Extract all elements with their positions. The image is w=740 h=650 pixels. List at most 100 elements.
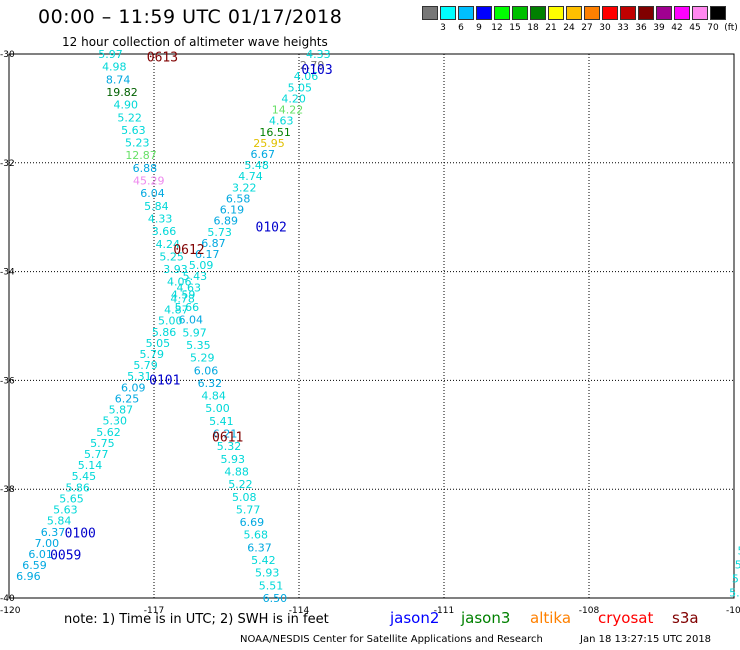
wave-height-value: 5.32 (217, 440, 242, 453)
wave-height-value: 5.79 (139, 348, 164, 361)
wave-height-value: 6.58 (226, 192, 251, 205)
wave-height-value: 5.09 (189, 259, 214, 272)
scale-swatch (584, 6, 600, 20)
pass-time-label: 0103 (301, 63, 332, 78)
scale-label: 3 (440, 23, 446, 33)
wave-height-value: 6.06 (194, 364, 219, 377)
wave-height-value: 16.51 (259, 126, 291, 139)
map-border (8, 53, 735, 599)
wave-height-value: 6.37 (41, 526, 66, 539)
wave-height-value: 5.66 (175, 301, 200, 314)
track-track2: 4.332.794.065.054.2014.224.6316.5125.956… (16, 48, 331, 583)
wave-height-value: 3.93 (163, 263, 188, 276)
wave-height-value: 5.93 (221, 453, 246, 466)
wave-height-value: 12.87 (125, 149, 157, 162)
lon-tick-label: -105 (726, 606, 740, 616)
satellite-name: s3a (672, 609, 699, 627)
wave-height-value: 4.06 (294, 70, 319, 83)
wave-height-value: 6.37 (247, 541, 272, 554)
wave-height-value: 6.96 (16, 570, 41, 583)
lat-tick-label: -40 (0, 594, 15, 604)
wave-height-value: 4.24 (156, 238, 181, 251)
wave-height-value: 5.75 (90, 437, 115, 450)
wave-height-value: 5.41 (209, 415, 234, 428)
wave-height-value: 6.32 (198, 377, 223, 390)
wave-height-value: 5.97 (182, 326, 207, 339)
satellite-name: jason3 (461, 609, 511, 627)
wave-height-value: 5.30 (102, 415, 127, 428)
wave-height-value: 5.77 (236, 503, 261, 516)
lat-tick-label: -34 (0, 268, 15, 278)
scale-label: 18 (527, 23, 539, 33)
pass-time-label: 0613 (147, 51, 178, 66)
wave-height-value: 6.17 (195, 248, 220, 261)
wave-height-value: 4.33 (148, 212, 173, 225)
wave-height-value: 5.93 (255, 567, 280, 580)
wave-height-value: 5.31 (127, 370, 152, 383)
wave-height-value: 6.87 (201, 237, 226, 250)
scale-label: 24 (563, 23, 575, 33)
wave-height-value: 5.84 (144, 200, 169, 213)
wave-height-value: 6.25 (115, 392, 140, 405)
scale-label: 12 (491, 23, 503, 33)
wave-height-value: 4.98 (102, 61, 127, 74)
track-track1: 5.974.988.7419.824.905.225.635.2312.876.… (98, 48, 287, 605)
scale-swatch (458, 6, 474, 20)
track-track3: 4.315.15.15.45.535.735.375.87 (729, 545, 740, 600)
wave-height-value: 5.73 (207, 226, 232, 239)
pass-time-labels: 0613 0103 0102 0612 0101 0611 0100 0059 (50, 51, 333, 564)
map-frame (8, 53, 735, 599)
wave-height-value: 3.22 (232, 181, 257, 194)
wave-height-value: 5.14 (78, 459, 103, 472)
wave-height-value: 6.04 (179, 314, 204, 327)
scale-swatch (602, 6, 618, 20)
wave-height-value: 4.90 (114, 99, 139, 112)
wave-height-value: 6.04 (140, 187, 165, 200)
wave-height-value: 3.66 (152, 225, 177, 238)
wave-height-value: 5.86 (152, 326, 177, 339)
scale-label: 36 (635, 23, 647, 33)
wave-height-value: 5.43 (183, 270, 208, 283)
wave-height-value: 5.63 (53, 504, 78, 517)
altimeter-tracks: 5.974.988.7419.824.905.225.635.2312.876.… (16, 48, 740, 605)
wave-height-value: 6.21 (213, 428, 238, 441)
wave-height-value: 8.74 (106, 73, 131, 86)
lon-tick-label: -108 (579, 606, 600, 616)
wave-height-value: 6.69 (240, 516, 265, 529)
pass-time-label: 0102 (256, 220, 287, 235)
wave-height-value: 4.20 (281, 92, 306, 105)
wave-height-value: 4.06 (167, 276, 192, 289)
wave-height-value: 5.23 (125, 137, 150, 150)
note-text: note: 1) Time is in UTC; 2) SWH is in fe… (64, 612, 329, 627)
lon-tick-label: -114 (289, 606, 310, 616)
wave-height-value: 5.97 (98, 48, 123, 61)
wave-height-value: 4.33 (306, 48, 331, 61)
wave-height-value: 4.78 (170, 292, 195, 305)
wave-height-value: 5.86 (65, 481, 90, 494)
wave-height-value: 5.63 (121, 124, 146, 137)
wave-height-value: 5.79 (133, 359, 158, 372)
scale-label: 21 (545, 23, 557, 33)
pass-time-label: 0611 (212, 430, 243, 445)
wave-height-value: 4.74 (238, 170, 263, 183)
scale-swatch (566, 6, 582, 20)
wave-height-value: 5.22 (228, 478, 253, 491)
wave-height-value: 14.22 (272, 104, 304, 117)
wave-height-value: 5.25 (159, 250, 184, 263)
scale-swatch (512, 6, 528, 20)
lon-tick-label: -111 (434, 606, 454, 616)
wave-height-value: 5.84 (47, 515, 72, 528)
wave-height-value: 5.45 (72, 470, 97, 483)
pass-time-label: 0100 (65, 527, 96, 542)
scale-label: (ft) (724, 23, 738, 33)
scale-swatch (710, 6, 726, 20)
lat-tick-label: -32 (0, 159, 15, 169)
scale-swatch (674, 6, 690, 20)
lat-lon-grid (9, 54, 734, 598)
lat-tick-label: -36 (0, 376, 15, 386)
wave-height-value: 5.42 (251, 554, 276, 567)
scale-label: 6 (458, 23, 464, 33)
wave-height-value: 5.00 (205, 402, 230, 415)
wave-height-value: 6.50 (263, 592, 288, 605)
